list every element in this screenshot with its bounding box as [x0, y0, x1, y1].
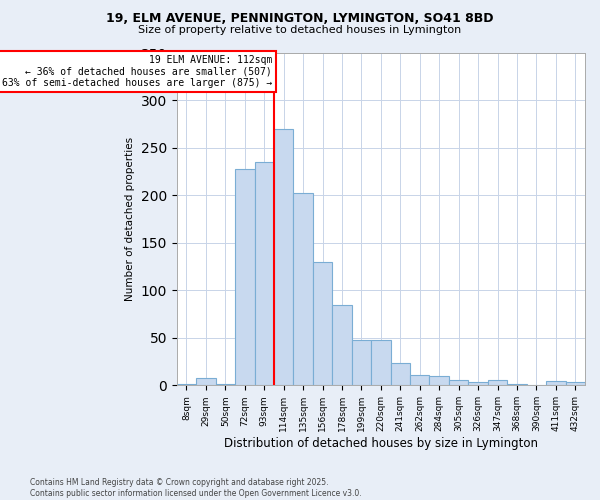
Bar — [215, 384, 235, 386]
Bar — [235, 169, 254, 386]
Bar — [332, 304, 352, 386]
Bar — [430, 376, 449, 386]
Bar — [546, 380, 566, 386]
Text: 19, ELM AVENUE, PENNINGTON, LYMINGTON, SO41 8BD: 19, ELM AVENUE, PENNINGTON, LYMINGTON, S… — [106, 12, 494, 26]
Bar — [469, 382, 488, 386]
Bar — [254, 162, 274, 386]
Bar — [410, 375, 430, 386]
Bar — [371, 340, 391, 386]
Bar — [352, 340, 371, 386]
Text: 19 ELM AVENUE: 112sqm
← 36% of detached houses are smaller (507)
63% of semi-det: 19 ELM AVENUE: 112sqm ← 36% of detached … — [2, 55, 272, 88]
Text: Contains HM Land Registry data © Crown copyright and database right 2025.
Contai: Contains HM Land Registry data © Crown c… — [30, 478, 362, 498]
Bar — [293, 192, 313, 386]
Bar — [274, 129, 293, 386]
Bar — [507, 384, 527, 386]
Bar — [177, 384, 196, 386]
Bar — [313, 262, 332, 386]
Bar — [566, 382, 585, 386]
Text: Size of property relative to detached houses in Lymington: Size of property relative to detached ho… — [139, 25, 461, 35]
Bar — [449, 380, 469, 386]
Y-axis label: Number of detached properties: Number of detached properties — [125, 137, 135, 301]
Bar — [391, 362, 410, 386]
X-axis label: Distribution of detached houses by size in Lymington: Distribution of detached houses by size … — [224, 437, 538, 450]
Bar — [488, 380, 507, 386]
Bar — [196, 378, 215, 386]
